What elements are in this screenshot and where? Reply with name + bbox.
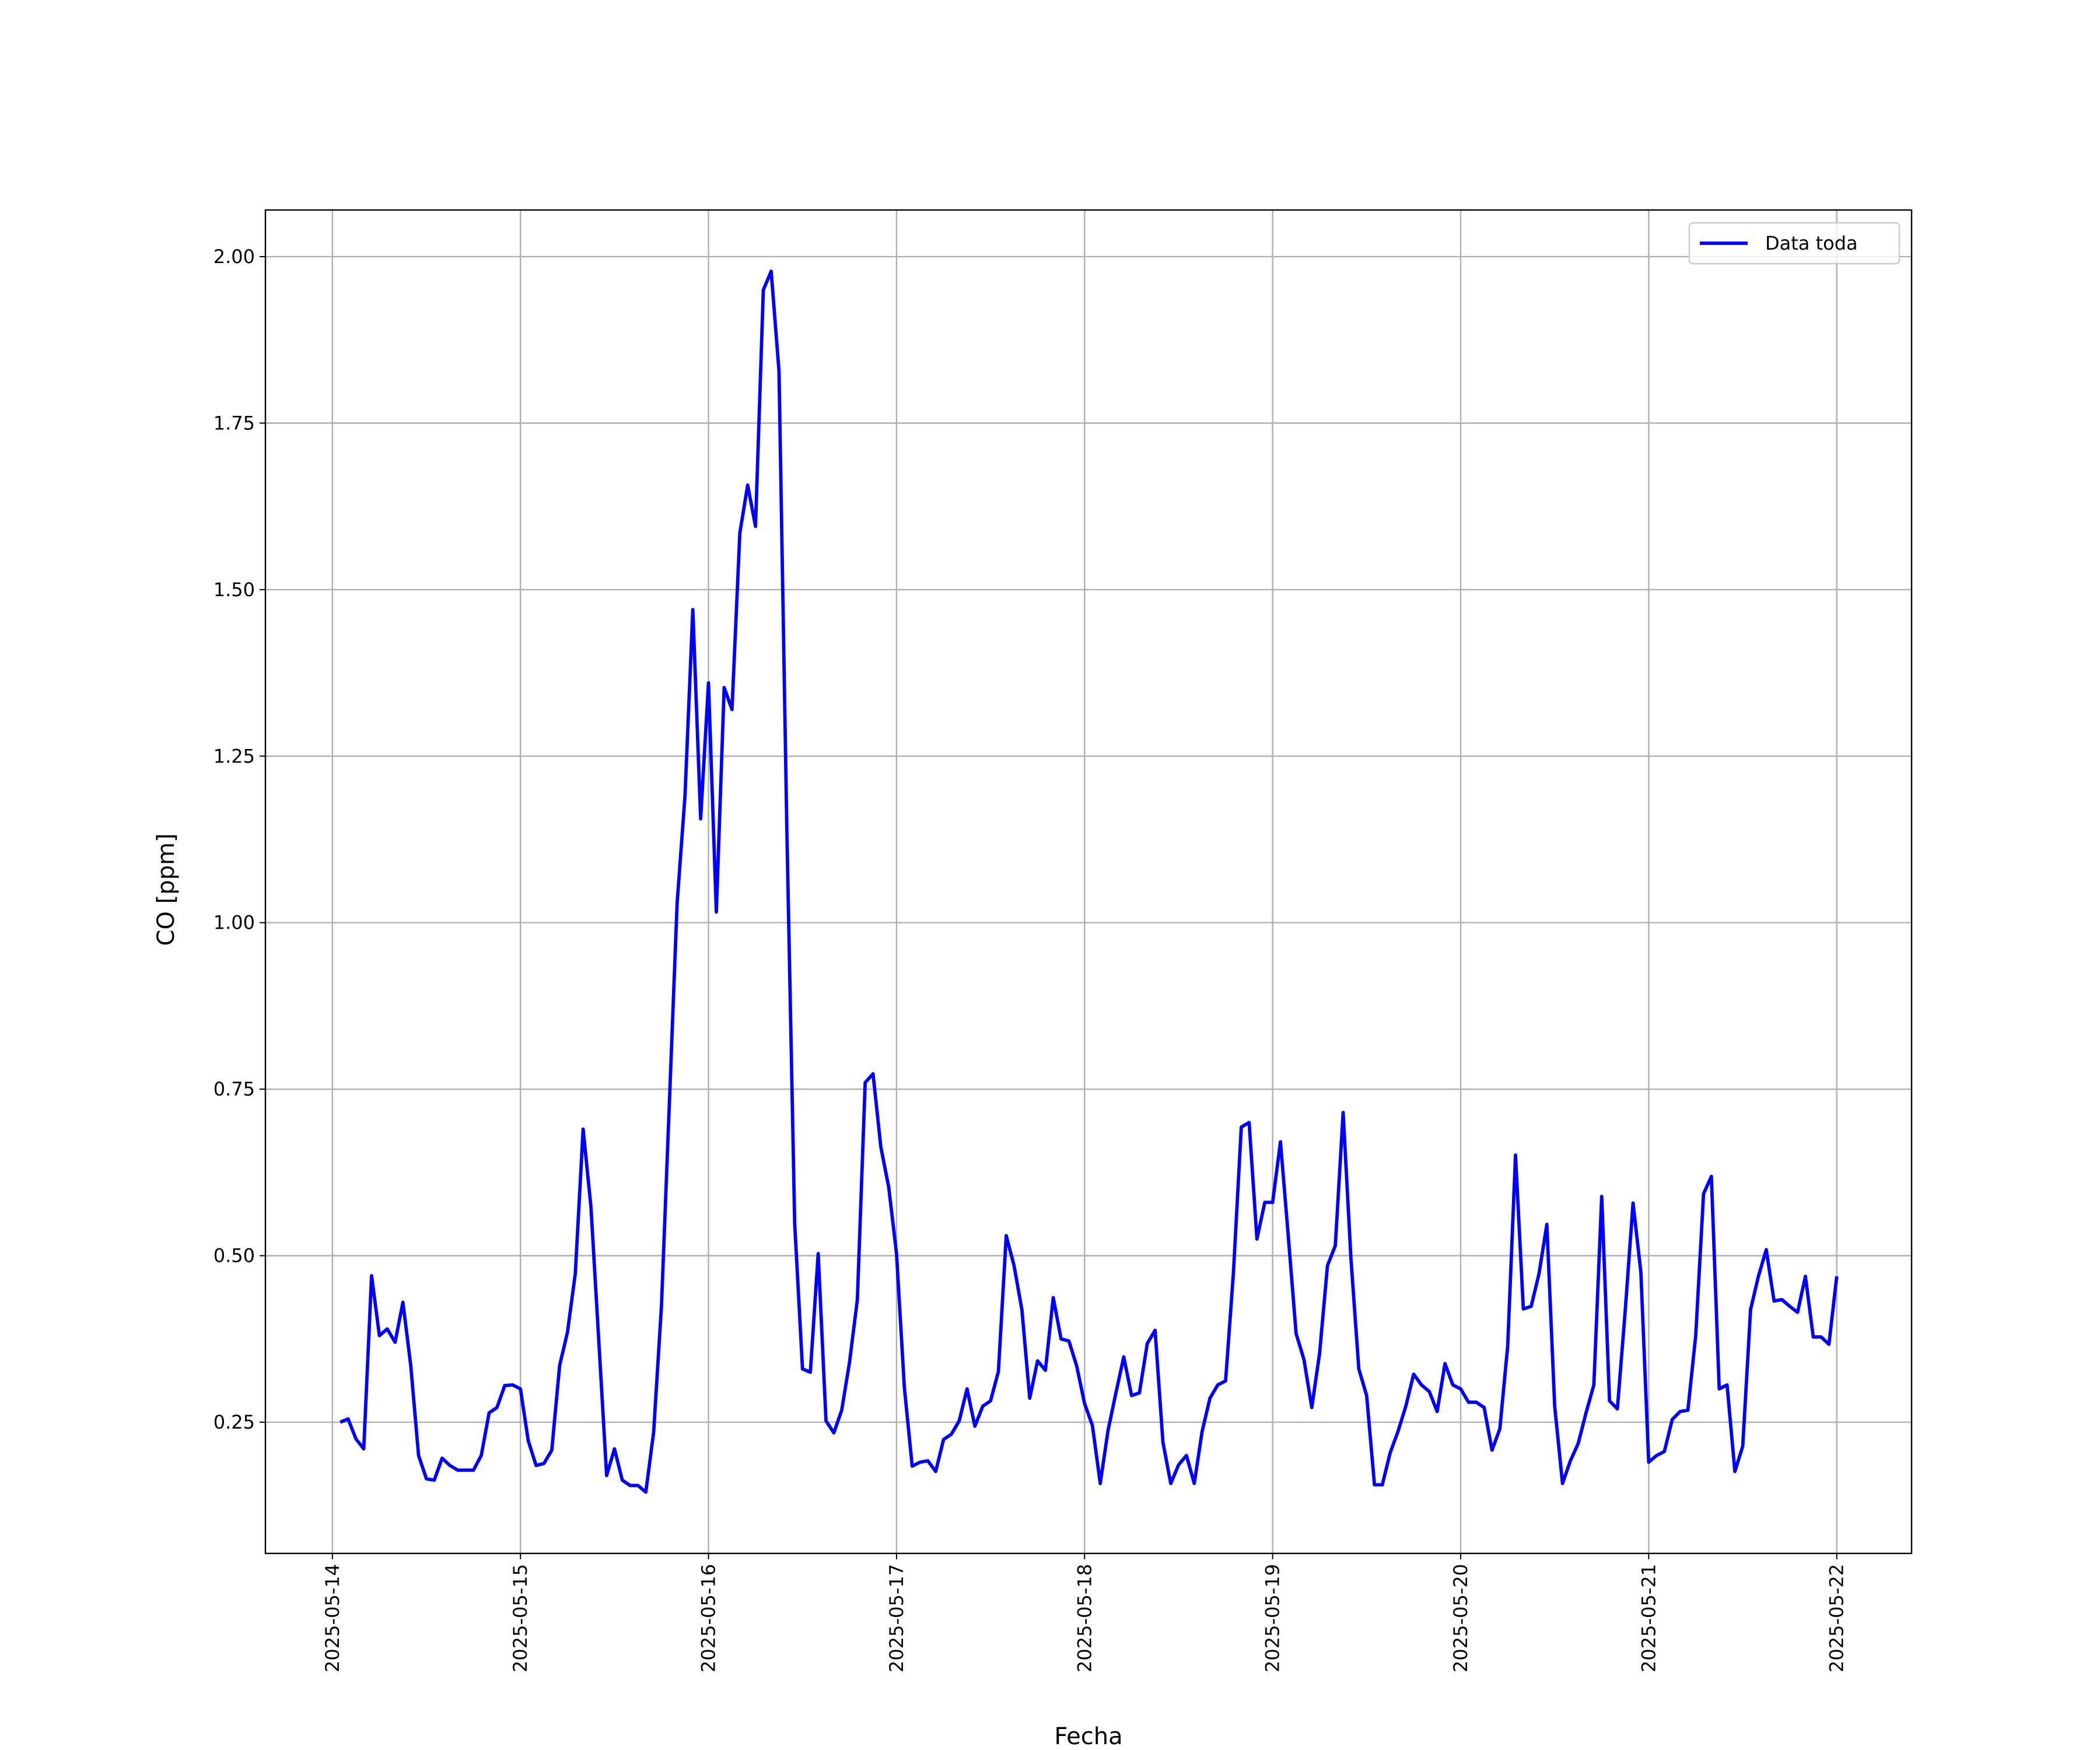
x-tick-label: 2025-05-19 bbox=[1262, 1564, 1284, 1672]
x-tick-label: 2025-05-15 bbox=[509, 1564, 531, 1672]
y-tick-label: 0.25 bbox=[214, 1411, 255, 1433]
y-tick-label: 1.25 bbox=[214, 745, 255, 767]
x-tick-label: 2025-05-21 bbox=[1637, 1564, 1660, 1672]
x-tick-label: 2025-05-20 bbox=[1450, 1564, 1472, 1672]
data-line bbox=[340, 270, 1839, 1494]
x-axis-label: Fecha bbox=[1054, 1723, 1122, 1750]
y-tick-label: 0.50 bbox=[214, 1245, 255, 1267]
x-tick-label: 2025-05-22 bbox=[1826, 1564, 1848, 1672]
y-tick-label: 1.50 bbox=[214, 579, 255, 601]
x-tick-label: 2025-05-14 bbox=[321, 1564, 344, 1672]
x-tick-label: 2025-05-17 bbox=[886, 1564, 908, 1672]
legend-label: Data toda bbox=[1765, 232, 1858, 254]
x-tick-label: 2025-05-18 bbox=[1073, 1564, 1096, 1672]
plot-frame bbox=[264, 209, 1913, 1555]
legend-box bbox=[1688, 222, 1901, 265]
y-tick-label: 2.00 bbox=[214, 246, 255, 268]
legend: Data toda bbox=[1688, 222, 1901, 265]
y-tick-label: 0.75 bbox=[214, 1078, 255, 1100]
y-tick-label: 1.75 bbox=[214, 412, 255, 434]
x-tick-label: 2025-05-16 bbox=[698, 1564, 720, 1672]
y-tick-label: 1.00 bbox=[214, 912, 255, 934]
y-axis-label: CO [ppm] bbox=[153, 833, 180, 946]
